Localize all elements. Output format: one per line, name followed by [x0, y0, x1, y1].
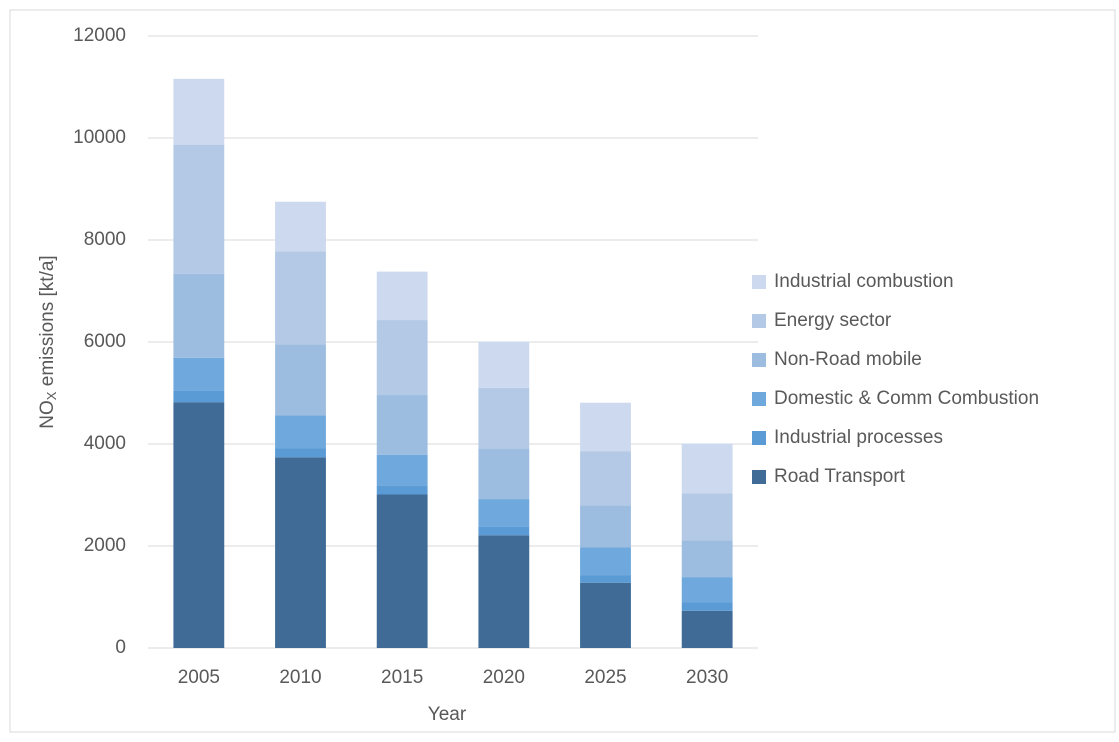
- bar-segment: [275, 457, 326, 648]
- bar-segment: [580, 451, 631, 506]
- x-tick-label: 2030: [686, 667, 728, 688]
- bar-segment: [681, 540, 733, 578]
- y-tick-label: 0: [115, 637, 126, 658]
- y-tick-label: 6000: [84, 331, 126, 352]
- legend-swatch: [752, 275, 766, 289]
- legend-swatch: [752, 470, 766, 484]
- bar-segment: [681, 577, 733, 603]
- legend-label: Road Transport: [774, 466, 906, 487]
- bar-segment: [275, 201, 326, 252]
- y-label-subscript: X: [44, 391, 59, 400]
- bar-segment: [681, 602, 733, 611]
- y-axis-label: NOX emissions [kt/a]: [37, 255, 59, 428]
- bar-segment: [173, 144, 225, 274]
- legend-label: Domestic & Comm Combustion: [774, 388, 1039, 409]
- bar-segment: [376, 320, 428, 396]
- legend-label: Industrial processes: [774, 427, 943, 448]
- bar-segment: [580, 505, 631, 548]
- bar-segment: [173, 78, 225, 145]
- bar-segment: [376, 454, 428, 486]
- y-tick-label: 10000: [73, 127, 126, 148]
- x-tick-label: 2005: [178, 667, 220, 688]
- bar-segment: [376, 271, 428, 321]
- bar-segment: [580, 582, 631, 648]
- y-label-part: NO: [37, 400, 58, 429]
- bar-segment: [376, 395, 428, 455]
- bar-segment: [376, 485, 428, 495]
- legend-label: Energy sector: [774, 310, 892, 331]
- legend-swatch: [752, 431, 766, 445]
- y-tick-label: 4000: [84, 433, 126, 454]
- bar-segment: [275, 344, 326, 416]
- bar-segment: [580, 402, 631, 452]
- bar-segment: [681, 493, 733, 541]
- bar-segment: [275, 448, 326, 458]
- bar-segment: [173, 402, 225, 648]
- bar-segment: [681, 443, 733, 494]
- legend-swatch: [752, 353, 766, 367]
- bar-segment: [173, 357, 225, 391]
- bar-segment: [478, 499, 530, 527]
- x-tick-label: 2025: [584, 667, 626, 688]
- bar-segment: [478, 341, 530, 388]
- bar-segment: [173, 273, 225, 358]
- y-tick-label: 12000: [73, 25, 126, 46]
- bar-segment: [478, 526, 530, 536]
- legend-label: Industrial combustion: [774, 271, 954, 292]
- x-tick-label: 2015: [381, 667, 423, 688]
- bar-segment: [478, 387, 530, 449]
- legend-swatch: [752, 314, 766, 328]
- y-tick-label: 8000: [84, 229, 126, 250]
- bar-segment: [275, 415, 326, 449]
- bar-segment: [478, 448, 530, 500]
- bar-segment: [376, 494, 428, 648]
- legend-swatch: [752, 392, 766, 406]
- bar-segment: [580, 575, 631, 583]
- bar-segment: [478, 535, 530, 648]
- y-tick-label: 2000: [84, 535, 126, 556]
- bar-segment: [173, 390, 225, 403]
- x-tick-label: 2010: [279, 667, 321, 688]
- bar-segment: [580, 547, 631, 576]
- bar-segment: [275, 251, 326, 345]
- bar-segment: [681, 610, 733, 648]
- legend-label: Non-Road mobile: [774, 349, 922, 370]
- y-label-part: emissions [kt/a]: [37, 255, 58, 391]
- x-axis-label: Year: [428, 704, 467, 725]
- x-tick-label: 2020: [483, 667, 525, 688]
